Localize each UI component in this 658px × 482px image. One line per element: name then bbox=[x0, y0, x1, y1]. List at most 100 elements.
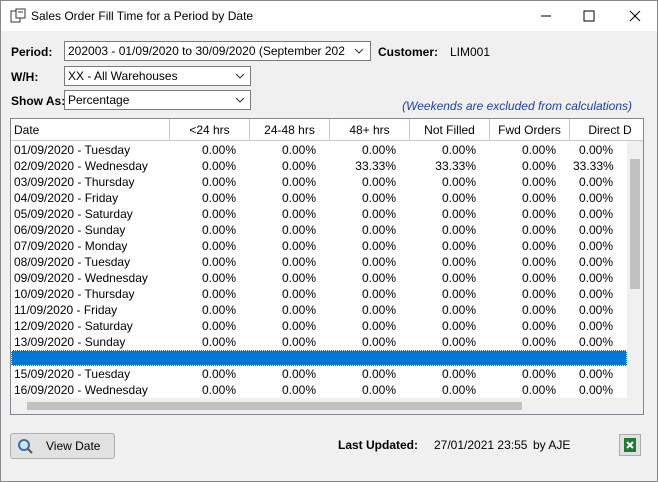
cell: 07/09/2020 - Monday bbox=[14, 239, 128, 253]
cell: 0.00% bbox=[521, 159, 556, 173]
value: 202003 - 01/09/2020 to 30/09/2020 (Septe… bbox=[68, 44, 345, 58]
cell: 0.00% bbox=[201, 207, 236, 221]
cell: 0.00% bbox=[281, 303, 316, 317]
cell: 0.00% bbox=[521, 143, 556, 157]
cell: 0.00% bbox=[441, 383, 476, 397]
cell: 0.00% bbox=[201, 271, 236, 285]
cell: 0.00% bbox=[441, 319, 476, 333]
magnifier-icon bbox=[18, 439, 33, 454]
cell: 0.00% bbox=[361, 223, 396, 237]
view-date-button[interactable]: View Date bbox=[10, 433, 115, 459]
cell: 0.00% bbox=[361, 383, 396, 397]
excel-button[interactable] bbox=[619, 434, 641, 456]
cell: 0.00% bbox=[361, 319, 396, 333]
cell: 0.00% bbox=[521, 319, 556, 333]
cell: 0.00% bbox=[281, 207, 316, 221]
cell: 33.33% bbox=[355, 159, 396, 173]
cell: 0.00% bbox=[281, 383, 316, 397]
cell: 0.00% bbox=[361, 335, 396, 349]
cell: 0.00% bbox=[521, 255, 556, 269]
cell: 0.00% bbox=[281, 223, 316, 237]
cell: 0.00% bbox=[578, 271, 613, 285]
cell: 0.00% bbox=[201, 335, 236, 349]
cell: 0.00% bbox=[361, 271, 396, 285]
title-bar: Sales Order Fill Time for a Period by Da… bbox=[1, 1, 657, 31]
cell: 0.00% bbox=[578, 191, 613, 205]
wh-combo[interactable]: XX - All Warehouses bbox=[64, 66, 251, 86]
cell: 0.00% bbox=[521, 175, 556, 189]
cell: 0.00% bbox=[521, 335, 556, 349]
cell: 0.00% bbox=[578, 239, 613, 253]
cell: 0.00% bbox=[201, 287, 236, 301]
label: Last Updated: bbox=[338, 438, 419, 452]
cell: 0.00% bbox=[578, 223, 613, 237]
cell: 0.00% bbox=[441, 303, 476, 317]
cell: 0.00% bbox=[281, 175, 316, 189]
button-label: View Date bbox=[46, 439, 101, 453]
cell: 0.00% bbox=[521, 367, 556, 381]
column-header: Not Filled bbox=[410, 119, 490, 141]
cell: 0.00% bbox=[361, 191, 396, 205]
cell: 16/09/2020 - Wednesday bbox=[14, 383, 148, 397]
cell: 0.00% bbox=[441, 255, 476, 269]
label: Period: bbox=[11, 45, 53, 59]
cell: 0.00% bbox=[281, 191, 316, 205]
data-grid: 0.00%0.00%0.00%0.00%0.00%0.00%17/09/2020… bbox=[10, 118, 644, 415]
v-scrollbar[interactable] bbox=[627, 141, 643, 414]
h-scrollbar[interactable] bbox=[11, 398, 627, 414]
cell: 06/09/2020 - Sunday bbox=[14, 223, 126, 237]
period-combo[interactable]: 202003 - 01/09/2020 to 30/09/2020 (Septe… bbox=[64, 41, 371, 61]
cell: 0.00% bbox=[361, 207, 396, 221]
value: 27/01/2021 23:55 bbox=[434, 438, 528, 452]
cell: 0.00% bbox=[521, 191, 556, 205]
cell: 0.00% bbox=[201, 383, 236, 397]
cell: 0.00% bbox=[441, 271, 476, 285]
cell: 0.00% bbox=[521, 383, 556, 397]
cell: 03/09/2020 - Thursday bbox=[14, 175, 135, 189]
cell: 0.00% bbox=[361, 303, 396, 317]
cell: 0.00% bbox=[281, 143, 316, 157]
dropdown-arrow bbox=[235, 97, 245, 103]
dropdown-arrow bbox=[235, 73, 245, 79]
value: LIM001 bbox=[450, 45, 491, 59]
cell: 0.00% bbox=[201, 367, 236, 381]
cell: 0.00% bbox=[441, 143, 476, 157]
cell: 0.00% bbox=[201, 191, 236, 205]
column-header: Direct D bbox=[570, 119, 643, 141]
cell: 0.00% bbox=[281, 159, 316, 173]
cell: 0.00% bbox=[281, 287, 316, 301]
cell: 0.00% bbox=[578, 367, 613, 381]
cell: 0.00% bbox=[578, 287, 613, 301]
column-header: Date bbox=[11, 119, 170, 141]
value: XX - All Warehouses bbox=[68, 69, 178, 83]
cell: 0.00% bbox=[521, 239, 556, 253]
selected-row bbox=[11, 350, 627, 366]
cell: 0.00% bbox=[578, 175, 613, 189]
cell: 0.00% bbox=[441, 175, 476, 189]
cell: 0.00% bbox=[361, 287, 396, 301]
column-header: 24-48 hrs bbox=[250, 119, 330, 141]
scroll-thumb[interactable] bbox=[630, 159, 640, 289]
cell: 33.33% bbox=[435, 159, 476, 173]
value: Percentage bbox=[68, 93, 130, 107]
cell: 0.00% bbox=[281, 239, 316, 253]
cell: 0.00% bbox=[361, 255, 396, 269]
note: (Weekends are excluded from calculations… bbox=[402, 99, 632, 113]
window-title: Sales Order Fill Time for a Period by Da… bbox=[31, 9, 254, 23]
cell: 0.00% bbox=[441, 207, 476, 221]
cell: 0.00% bbox=[441, 191, 476, 205]
label: Customer: bbox=[378, 45, 439, 59]
cell: 08/09/2020 - Tuesday bbox=[14, 255, 131, 269]
cell: 0.00% bbox=[201, 319, 236, 333]
cell: 10/09/2020 - Thursday bbox=[14, 287, 135, 301]
cell: 33.33% bbox=[573, 159, 614, 173]
cell: 04/09/2020 - Friday bbox=[14, 191, 119, 205]
scroll-thumb[interactable] bbox=[27, 402, 522, 410]
cell: 0.00% bbox=[521, 207, 556, 221]
cell: 0.00% bbox=[521, 223, 556, 237]
window-controls[interactable] bbox=[531, 1, 657, 31]
cell: 0.00% bbox=[361, 143, 396, 157]
show-as-combo[interactable]: Percentage bbox=[64, 90, 251, 110]
cell: 0.00% bbox=[201, 239, 236, 253]
app-icon bbox=[10, 8, 26, 23]
